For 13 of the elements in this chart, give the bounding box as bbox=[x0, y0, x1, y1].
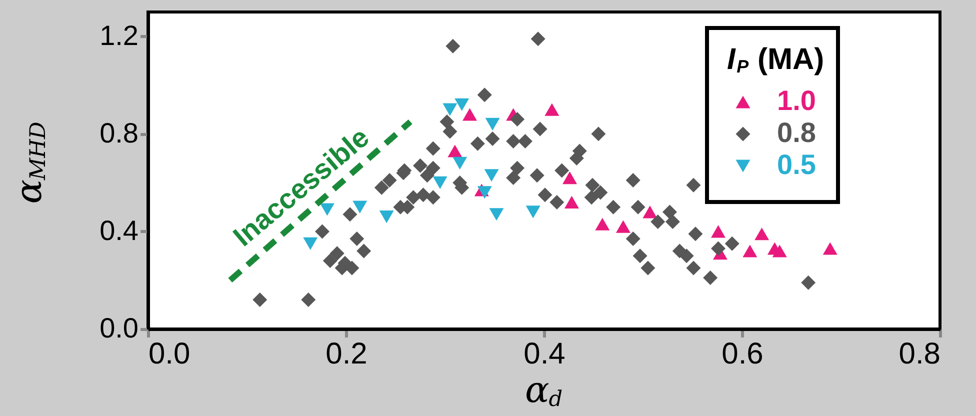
y-tick-label: 1.2 bbox=[100, 20, 138, 51]
x-tick-label: 0.4 bbox=[524, 338, 566, 370]
y-axis-title: αMHD bbox=[9, 122, 51, 204]
legend-label: 0.8 bbox=[777, 117, 816, 148]
legend-label: 0.5 bbox=[777, 149, 816, 180]
x-tick-label: 0.6 bbox=[722, 338, 764, 370]
y-tick-label: 0.4 bbox=[100, 214, 138, 246]
legend-label: 1.0 bbox=[777, 85, 816, 116]
x-tick-label: 0.0 bbox=[148, 338, 190, 370]
y-tick-label: 0.0 bbox=[100, 312, 138, 344]
x-tick-label: 0.8 bbox=[898, 338, 940, 370]
x-tick-label: 0.2 bbox=[326, 338, 368, 370]
y-tick-label: 0.8 bbox=[100, 117, 138, 148]
